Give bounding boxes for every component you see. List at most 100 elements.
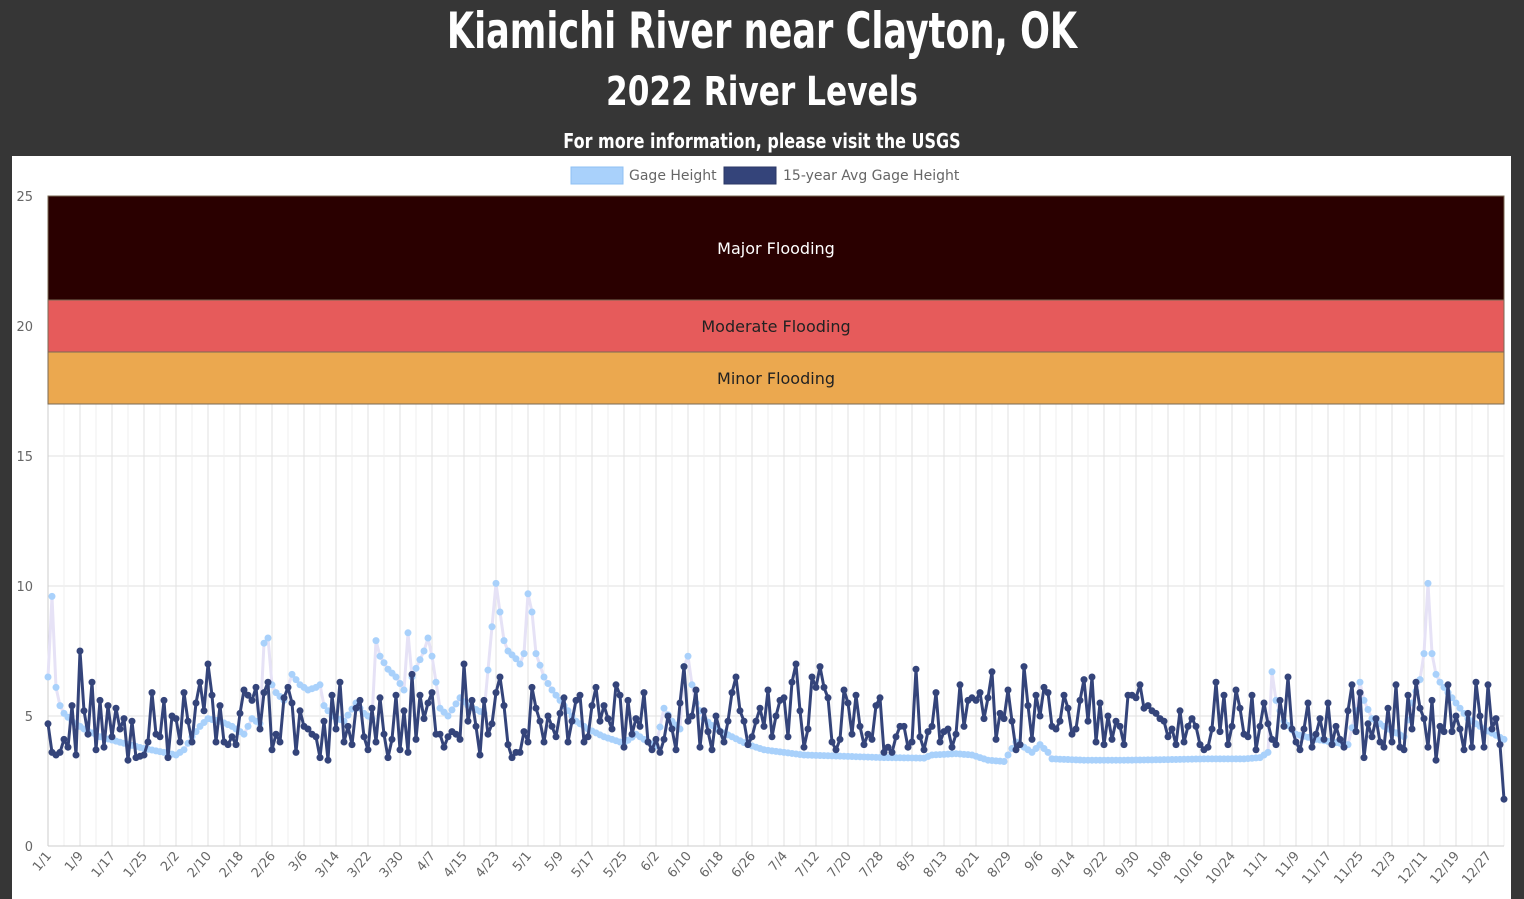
data-point	[96, 696, 104, 704]
data-point	[1000, 715, 1008, 723]
data-point	[696, 743, 704, 751]
data-point	[364, 746, 372, 754]
data-point	[700, 707, 708, 715]
data-point	[316, 754, 324, 762]
x-tick-label: 9/6	[1022, 849, 1047, 875]
data-point	[1296, 746, 1304, 754]
data-point	[936, 738, 944, 746]
data-point	[548, 686, 556, 694]
data-point	[332, 725, 340, 733]
data-point	[180, 746, 188, 754]
data-point	[544, 680, 552, 687]
data-point	[180, 689, 188, 697]
data-point	[508, 754, 516, 762]
data-point	[248, 696, 256, 704]
data-point	[704, 728, 712, 736]
legend-item[interactable]: 15-year Avg Gage Height	[723, 166, 960, 185]
data-point	[1280, 722, 1288, 730]
data-point	[264, 634, 272, 642]
y-tick-label: 5	[25, 710, 33, 725]
x-tick-label: 11/17	[1299, 849, 1335, 887]
data-point	[752, 717, 760, 725]
data-point	[608, 725, 616, 733]
data-point	[592, 683, 600, 691]
data-point	[488, 623, 496, 631]
data-point	[404, 748, 412, 756]
data-point	[488, 720, 496, 728]
data-point	[1120, 741, 1128, 749]
data-point	[724, 717, 732, 725]
data-point	[768, 733, 776, 741]
x-tick-label: 4/7	[414, 849, 439, 875]
data-point	[1272, 741, 1280, 749]
x-tick-label: 8/21	[953, 849, 983, 881]
data-point	[856, 722, 864, 730]
x-tick-label: 1/25	[121, 849, 151, 881]
data-point	[452, 730, 460, 738]
data-point	[216, 702, 224, 710]
data-point	[188, 738, 196, 746]
y-tick-label: 10	[16, 580, 33, 595]
data-point	[976, 689, 984, 697]
data-point	[1040, 683, 1048, 691]
data-point	[1456, 704, 1464, 712]
data-point	[428, 652, 436, 660]
data-point	[204, 660, 212, 668]
data-point	[1404, 691, 1412, 699]
data-point	[444, 733, 452, 741]
data-point	[1216, 728, 1224, 736]
data-point	[352, 704, 360, 712]
data-point	[1108, 735, 1116, 743]
data-point	[536, 717, 544, 725]
data-point	[1500, 795, 1508, 803]
data-point	[1116, 722, 1124, 730]
usgs-info-link[interactable]: For more information, please visit the U…	[563, 129, 961, 153]
data-point	[368, 704, 376, 712]
legend-item[interactable]: Gage Height	[570, 166, 717, 185]
data-point	[628, 730, 636, 738]
data-point	[1260, 699, 1268, 707]
data-point	[1276, 696, 1284, 704]
data-point	[1320, 735, 1328, 743]
data-point	[1052, 725, 1060, 733]
data-point	[1348, 681, 1356, 689]
data-point	[1044, 748, 1052, 756]
data-point	[1308, 743, 1316, 751]
data-point	[720, 738, 728, 746]
data-point	[764, 686, 772, 694]
data-point	[1012, 746, 1020, 754]
data-point	[184, 717, 192, 725]
data-point	[428, 689, 436, 697]
x-tick-label: 1/1	[30, 849, 55, 875]
x-tick-label: 2/18	[217, 849, 247, 881]
data-point	[1020, 663, 1028, 671]
data-point	[816, 663, 824, 671]
data-point	[584, 733, 592, 741]
data-point	[876, 694, 884, 702]
header: Kiamichi River near Clayton, OK 2022 Riv…	[0, 0, 1524, 156]
data-point	[996, 709, 1004, 717]
data-point	[564, 738, 572, 746]
data-point	[992, 735, 1000, 743]
data-point	[392, 691, 400, 699]
data-point	[1496, 741, 1504, 749]
data-point	[1268, 668, 1276, 676]
data-point	[1480, 743, 1488, 751]
data-point	[324, 756, 332, 764]
data-point	[432, 678, 440, 686]
legend[interactable]: Gage Height 15-year Avg Gage Height	[570, 166, 960, 185]
data-point	[380, 659, 388, 667]
data-point	[516, 748, 524, 756]
data-point	[1420, 715, 1428, 723]
data-point	[644, 738, 652, 746]
data-point	[76, 647, 84, 655]
data-point	[672, 746, 680, 754]
data-point	[200, 707, 208, 715]
data-point	[920, 746, 928, 754]
data-point	[140, 751, 148, 759]
x-tick-label: 6/26	[729, 849, 759, 881]
data-point	[256, 725, 264, 733]
data-point	[1252, 746, 1260, 754]
data-point	[568, 717, 576, 725]
data-point	[712, 712, 720, 720]
